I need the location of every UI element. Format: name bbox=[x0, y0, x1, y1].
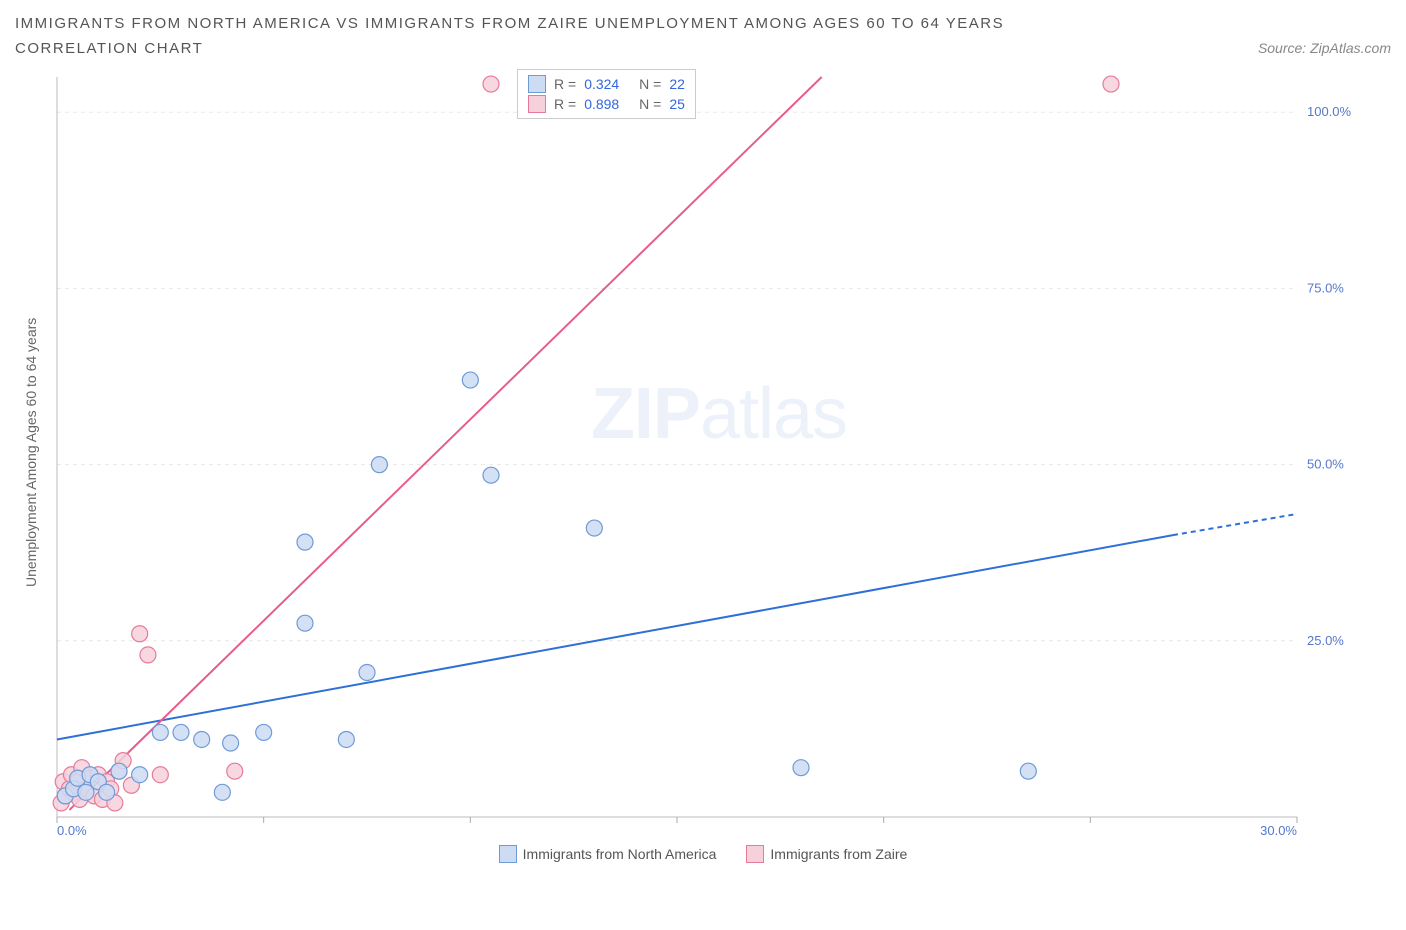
svg-text:100.0%: 100.0% bbox=[1307, 104, 1352, 119]
n-label: N = bbox=[639, 76, 661, 92]
source-label: Source: ZipAtlas.com bbox=[1258, 40, 1391, 56]
n-value-zaire: 25 bbox=[669, 96, 685, 112]
svg-text:25.0%: 25.0% bbox=[1307, 633, 1344, 648]
svg-text:50.0%: 50.0% bbox=[1307, 457, 1344, 472]
legend-item-zaire: Immigrants from Zaire bbox=[746, 845, 907, 863]
swatch-zaire bbox=[746, 845, 764, 863]
r-label: R = bbox=[554, 96, 576, 112]
r-value-zaire: 0.898 bbox=[584, 96, 619, 112]
swatch-na bbox=[499, 845, 517, 863]
chart-canvas: 0.0% 30.0% 25.0% 50.0% 75.0% 100.0% bbox=[47, 67, 1357, 837]
bottom-legend: Immigrants from North America Immigrants… bbox=[15, 845, 1391, 863]
n-label: N = bbox=[639, 96, 661, 112]
legend-label-na: Immigrants from North America bbox=[523, 846, 717, 862]
r-value-na: 0.324 bbox=[584, 76, 619, 92]
chart-subtitle: CORRELATION CHART bbox=[15, 40, 203, 57]
svg-text:0.0%: 0.0% bbox=[57, 823, 87, 837]
legend-item-na: Immigrants from North America bbox=[499, 845, 717, 863]
stats-row-zaire: R = 0.898 N = 25 bbox=[528, 94, 685, 114]
svg-text:30.0%: 30.0% bbox=[1260, 823, 1297, 837]
n-value-na: 22 bbox=[669, 76, 685, 92]
y-axis-label: Unemployment Among Ages 60 to 64 years bbox=[15, 67, 47, 837]
stats-legend: R = 0.324 N = 22 R = 0.898 N = 25 bbox=[517, 69, 696, 119]
chart-title: IMMIGRANTS FROM NORTH AMERICA VS IMMIGRA… bbox=[15, 15, 1391, 32]
legend-label-zaire: Immigrants from Zaire bbox=[770, 846, 907, 862]
svg-text:75.0%: 75.0% bbox=[1307, 280, 1344, 295]
scatter-plot: 0.0%30.0%25.0%50.0%75.0%100.0% ZIPatlas … bbox=[47, 67, 1391, 837]
r-label: R = bbox=[554, 76, 576, 92]
swatch-na bbox=[528, 75, 546, 93]
stats-row-na: R = 0.324 N = 22 bbox=[528, 74, 685, 94]
swatch-zaire bbox=[528, 95, 546, 113]
